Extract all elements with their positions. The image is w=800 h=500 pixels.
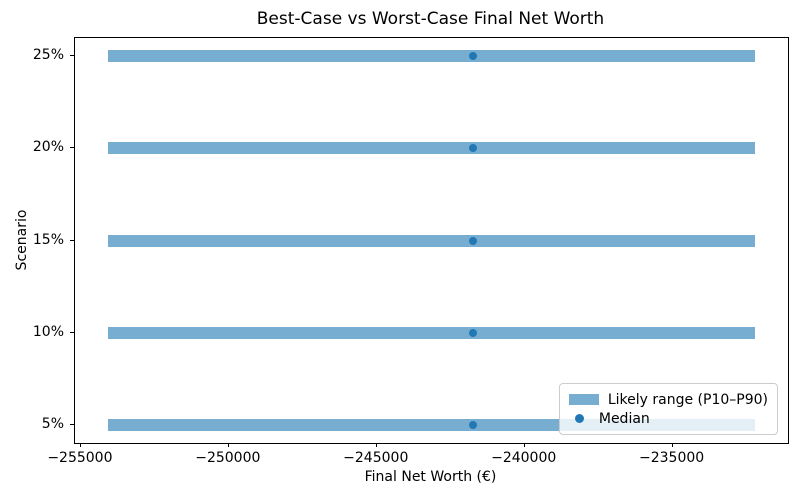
median-dot-10% bbox=[468, 328, 477, 337]
range-bar-25% bbox=[107, 50, 756, 63]
y-tick bbox=[70, 55, 74, 57]
y-tick-label: 20% bbox=[32, 139, 64, 156]
y-tick-label: 10% bbox=[32, 323, 64, 340]
median-dot-15% bbox=[468, 236, 477, 245]
y-tick-label: 5% bbox=[41, 415, 64, 432]
x-tick bbox=[523, 443, 525, 447]
x-tick bbox=[227, 443, 229, 447]
range-bar-10% bbox=[107, 326, 756, 339]
x-tick bbox=[671, 443, 673, 447]
median-dot-25% bbox=[468, 52, 477, 61]
legend-item-range: Likely range (P10–P90) bbox=[568, 390, 768, 409]
x-axis-label: Final Net Worth (€) bbox=[364, 469, 497, 485]
x-tick-label: −255000 bbox=[47, 450, 113, 466]
median-dot-20% bbox=[468, 144, 477, 153]
x-tick bbox=[79, 443, 81, 447]
range-bar-15% bbox=[107, 234, 756, 247]
x-tick bbox=[375, 443, 377, 447]
x-tick-label: −250000 bbox=[195, 450, 261, 466]
legend-range-label: Likely range (P10–P90) bbox=[607, 391, 768, 408]
y-tick bbox=[70, 423, 74, 425]
range-swatch-icon bbox=[568, 394, 599, 405]
y-tick bbox=[70, 147, 74, 149]
legend-item-median: Median bbox=[569, 409, 768, 428]
legend-median-label: Median bbox=[598, 410, 650, 427]
y-tick bbox=[70, 331, 74, 333]
chart-title: Best-Case vs Worst-Case Final Net Worth bbox=[256, 9, 605, 29]
legend: Likely range (P10–P90) Median bbox=[558, 383, 778, 435]
x-tick-label: −235000 bbox=[639, 450, 705, 466]
y-tick-label: 25% bbox=[32, 47, 64, 64]
x-tick-label: −240000 bbox=[491, 450, 557, 466]
y-tick bbox=[70, 239, 74, 241]
range-bar-20% bbox=[107, 142, 756, 155]
y-tick-label: 15% bbox=[32, 231, 64, 248]
plot-area: Likely range (P10–P90) Median bbox=[74, 37, 789, 444]
x-tick-label: −245000 bbox=[343, 450, 409, 466]
median-swatch-icon bbox=[574, 414, 584, 423]
median-dot-5% bbox=[468, 420, 477, 429]
